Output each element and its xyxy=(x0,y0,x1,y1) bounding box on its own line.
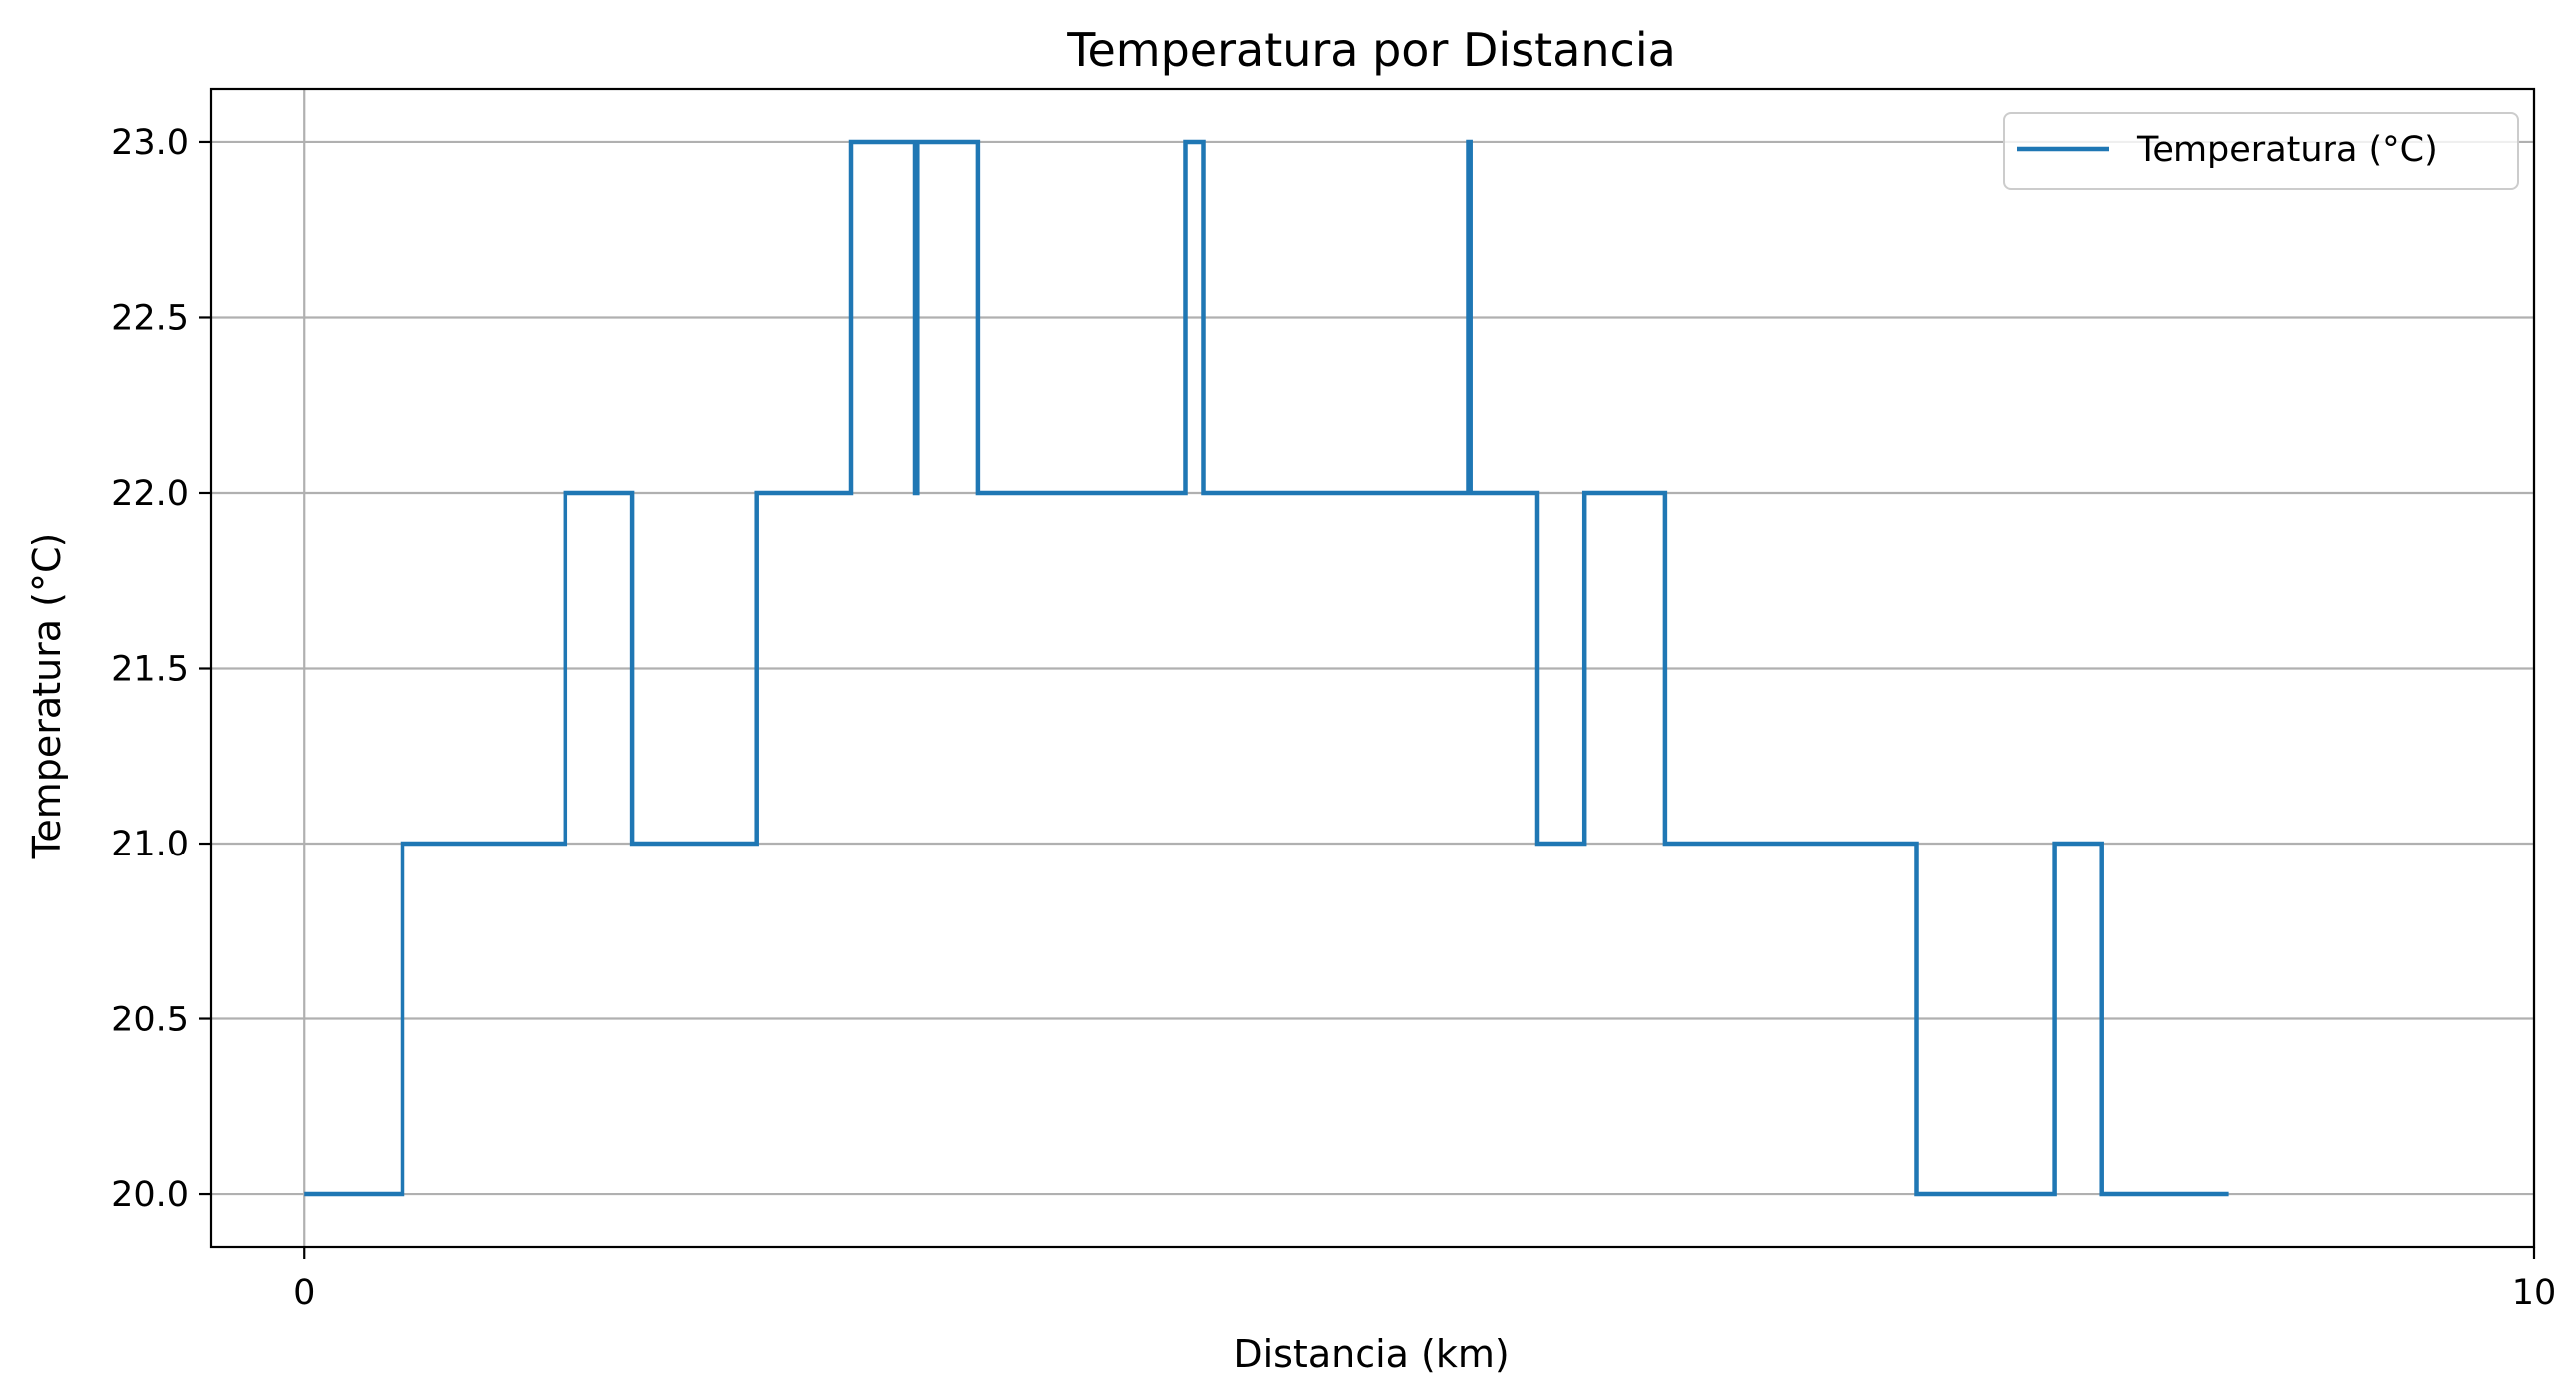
y-tick-label: 23.0 xyxy=(111,123,189,163)
x-axis-label: Distancia (km) xyxy=(1233,1332,1509,1376)
x-tick-label: 0 xyxy=(293,1273,315,1313)
y-tick-label: 21.0 xyxy=(111,825,189,864)
chart-title: Temperatura por Distancia xyxy=(1066,23,1676,77)
series-line-temperatura xyxy=(304,139,2229,1197)
y-tick-label: 20.0 xyxy=(111,1175,189,1215)
legend-box xyxy=(2003,112,2519,190)
legend-label-temperatura: Temperatura (°C) xyxy=(2136,130,2438,170)
y-tick-label: 22.0 xyxy=(111,474,189,514)
x-tick-label: 10 xyxy=(2512,1273,2557,1313)
y-tick-label: 20.5 xyxy=(111,1001,189,1040)
y-tick-label: 22.5 xyxy=(111,298,189,338)
y-tick-label: 21.5 xyxy=(111,650,189,690)
legend: Temperatura (°C) xyxy=(2003,112,2519,190)
series-layer xyxy=(304,139,2229,1197)
tick-layer: 0 10 20.0 20.5 21.0 21.5 22.0 22.5 23.0 xyxy=(111,123,2556,1313)
y-axis-label: Temperatura (°C) xyxy=(25,533,69,860)
